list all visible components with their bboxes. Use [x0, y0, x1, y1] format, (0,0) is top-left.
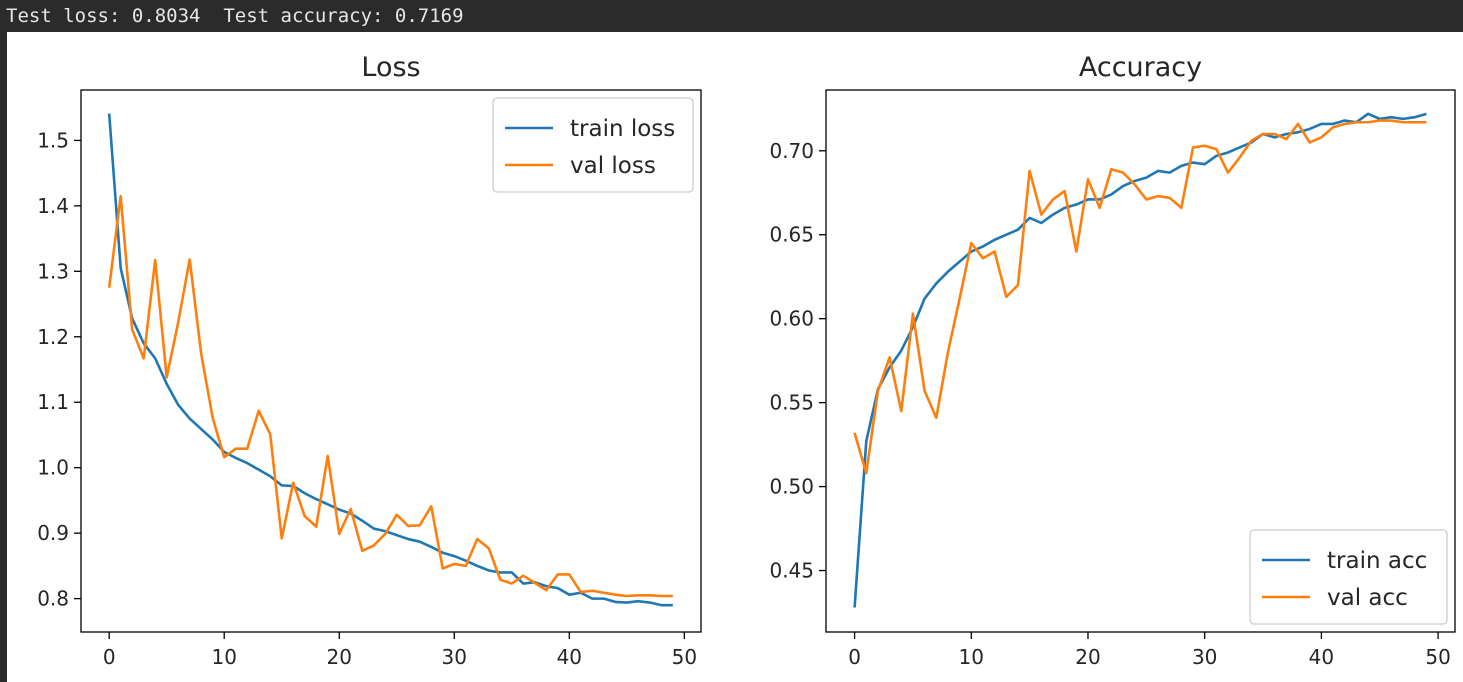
legend: train loss val loss: [492, 97, 694, 193]
legend-label: val acc: [1327, 585, 1408, 611]
x-tick-label: 30: [442, 645, 467, 669]
series-line-train-loss: [107, 113, 673, 607]
legend-label: train loss: [570, 116, 675, 142]
x-tick-label: 0: [848, 645, 861, 669]
y-tick-label: 0.65: [769, 223, 814, 247]
y-tick-label: 0.50: [769, 475, 814, 499]
legend: train acc val acc: [1249, 529, 1448, 625]
series-line-val-acc: [853, 119, 1427, 475]
y-tick-label: 1.0: [37, 456, 69, 480]
x-tick-label: 20: [327, 645, 352, 669]
y-tick-label: 0.55: [769, 391, 814, 415]
chart-title: Accuracy: [1079, 52, 1202, 83]
series-line-val-loss: [107, 194, 673, 598]
x-tick-label: 10: [959, 645, 984, 669]
axes-frame: [825, 89, 1456, 633]
series-line-train-acc: [853, 112, 1427, 608]
x-tick-label: 40: [557, 645, 582, 669]
y-tick-label: 1.1: [37, 390, 69, 414]
x-tick-label: 50: [672, 645, 697, 669]
legend-label: train acc: [1327, 548, 1427, 574]
y-tick-label: 1.4: [37, 194, 69, 218]
legend-box: [1249, 529, 1448, 625]
y-tick-label: 1.5: [37, 128, 69, 152]
axes-frame: [80, 89, 702, 633]
x-tick-label: 30: [1192, 645, 1217, 669]
console-output: Test loss: 0.8034 Test accuracy: 0.7169: [0, 0, 1463, 32]
matplotlib-figure: Loss 0 10 20 30 40 50 0.8 0.9 1.0 1.1 1.2 1.3 1.4 1.5 t…: [7, 32, 1463, 682]
x-tick-label: 10: [211, 645, 236, 669]
x-tick-label: 0: [103, 645, 116, 669]
chart-title: Loss: [361, 52, 420, 83]
y-tick-label: 0.45: [769, 559, 814, 583]
y-tick-label: 0.9: [37, 521, 69, 545]
y-tick-label: 0.70: [769, 139, 814, 163]
x-tick-label: 50: [1425, 645, 1450, 669]
x-tick-label: 40: [1309, 645, 1334, 669]
y-tick-label: 0.60: [769, 307, 814, 331]
figure-canvas: Loss 0 10 20 30 40 50 0.8 0.9 1.0 1.1 1.2 1.3 1.4 1.5 t…: [37, 52, 1456, 669]
chart-0-axes: Loss 0 10 20 30 40 50 0.8 0.9 1.0 1.1 1.2 1.3 1.4 1.5 t…: [37, 52, 702, 669]
x-tick-label: 20: [1075, 645, 1100, 669]
chart-1-axes: Accuracy 0 10 20 30 40 50 0.45 0.50 0.55 0.60 0.65 0…: [769, 52, 1456, 669]
legend-label: val loss: [570, 153, 656, 179]
y-tick-label: 0.8: [37, 587, 69, 611]
y-tick-label: 1.3: [37, 259, 69, 283]
y-tick-label: 1.2: [37, 325, 69, 349]
legend-box: [492, 97, 694, 193]
